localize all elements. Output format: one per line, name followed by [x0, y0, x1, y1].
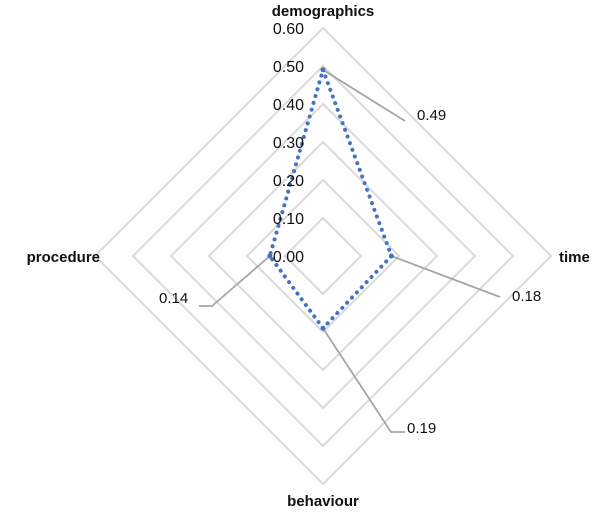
- tick-label-2: 0.20: [273, 173, 304, 190]
- axis-label-procedure: procedure: [27, 249, 100, 266]
- tick-label-0: 0.00: [273, 249, 304, 266]
- leader-line-behaviour: [322, 327, 405, 433]
- tick-labels: 0.00 0.10 0.20 0.30 0.40 0.50 0.60: [273, 21, 304, 266]
- tick-label-4: 0.40: [273, 97, 304, 114]
- data-label-demographics: 0.49: [417, 107, 446, 124]
- axis-label-time: time: [559, 249, 590, 266]
- data-point-behaviour: [320, 325, 326, 331]
- leader-line-procedure: [199, 255, 271, 307]
- axis-label-demographics: demographics: [272, 3, 375, 20]
- tick-label-5: 0.50: [273, 59, 304, 76]
- leader-line-demographics: [322, 69, 406, 122]
- grid-ring-2: [245, 178, 401, 334]
- tick-label-1: 0.10: [273, 211, 304, 228]
- data-point-procedure: [267, 253, 273, 259]
- data-label-procedure: 0.14: [159, 290, 188, 307]
- grid-ring-1: [283, 216, 363, 296]
- axis-label-behaviour: behaviour: [287, 493, 359, 510]
- leader-line-time: [391, 255, 501, 298]
- grid-ring-6: [93, 26, 553, 486]
- series-group: [267, 63, 394, 332]
- data-point-demographics: [320, 67, 326, 73]
- tick-label-3: 0.30: [273, 135, 304, 152]
- data-label-time: 0.18: [512, 288, 541, 305]
- grid-ring-5: [131, 64, 515, 448]
- grid-ring-3: [207, 140, 439, 372]
- data-point-time: [388, 253, 394, 259]
- leader-lines: [199, 69, 501, 433]
- radar-grid: [93, 26, 553, 486]
- data-label-behaviour: 0.19: [407, 420, 436, 437]
- tick-label-6: 0.60: [273, 21, 304, 38]
- grid-ring-4: [169, 102, 477, 410]
